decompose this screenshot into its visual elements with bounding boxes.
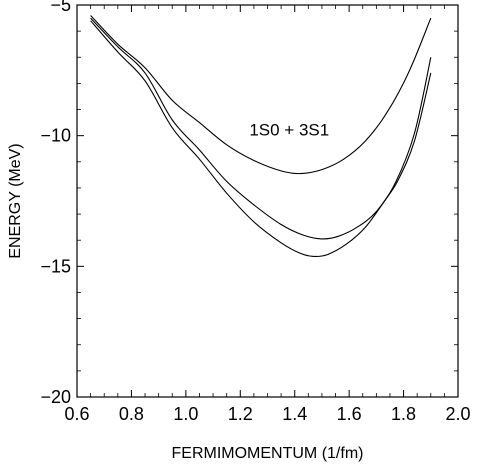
x-tick-label: 1.8 [391, 404, 416, 424]
series-layer [90, 15, 432, 258]
series-line-1 [90, 15, 432, 175]
x-tick-label: 1.0 [173, 404, 198, 424]
x-tick-label: 1.2 [228, 404, 253, 424]
axis-tick-labels: 0.6 0.8 1.0 1.2 1.4 1.6 1.8 2.0 −20 −15 −10 −5 [40, 0, 470, 424]
x-tick-label: 1.6 [337, 404, 362, 424]
series-line-3 [90, 20, 432, 258]
y-axis-title: ENERGY (MeV) [7, 143, 24, 258]
x-tick-label: 0.6 [64, 404, 89, 424]
x-tick-label: 0.8 [119, 404, 144, 424]
y-tick-label: −10 [40, 126, 71, 146]
x-axis-title: FERMIMOMENTUM (1/fm) [172, 445, 364, 462]
y-tick-label: −5 [50, 0, 71, 15]
x-tick-label: 1.4 [282, 404, 307, 424]
annotations-layer: 1S0 + 3S1 [249, 121, 329, 140]
y-tick-label: −15 [40, 256, 71, 276]
curve-annotation: 1S0 + 3S1 [249, 121, 329, 140]
axis-ticks [76, 4, 459, 398]
axes-frame [76, 4, 459, 398]
plot-frame [76, 4, 459, 398]
x-tick-label: 2.0 [445, 404, 470, 424]
y-tick-label: −20 [40, 387, 71, 407]
